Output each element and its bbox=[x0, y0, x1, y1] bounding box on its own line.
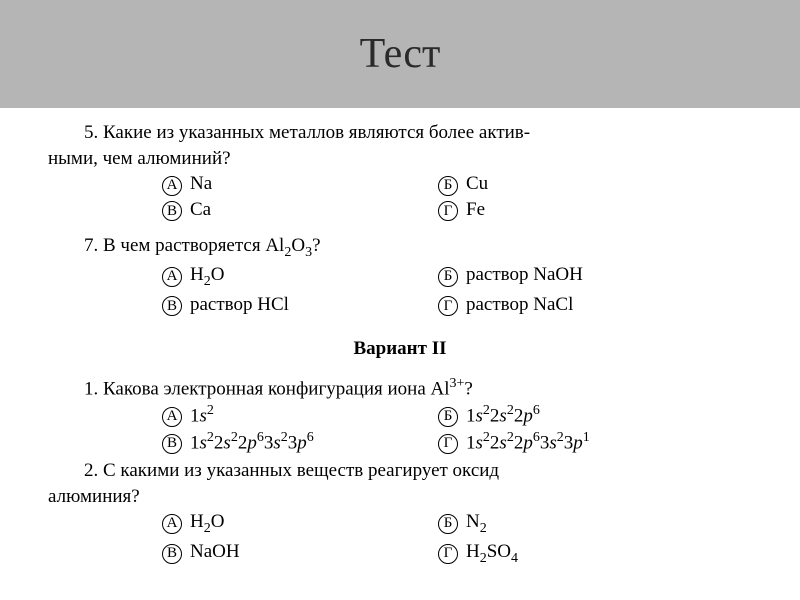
option-text: раствор HCl bbox=[190, 292, 430, 318]
option-letter: В bbox=[154, 429, 190, 456]
option-text: H2O bbox=[190, 509, 430, 539]
question-7: 7. В чем растворяется Al2O3? А H2O Б рас… bbox=[48, 233, 752, 318]
option-letter: А bbox=[154, 171, 190, 197]
option-text: 1s22s22p63s23p1 bbox=[466, 429, 752, 456]
option-text: раствор NaOH bbox=[466, 262, 752, 292]
v2-question-1: 1. Какова электронная конфигурация иона … bbox=[48, 375, 752, 456]
option-text: H2O bbox=[190, 262, 430, 292]
option-text: N2 bbox=[466, 509, 752, 539]
option-text: 1s2 bbox=[190, 402, 430, 429]
option-letter: А bbox=[154, 262, 190, 292]
option-letter: Г bbox=[430, 197, 466, 223]
option-text: Ca bbox=[190, 197, 430, 223]
option-letter: В bbox=[154, 197, 190, 223]
variant-header: Вариант II bbox=[48, 336, 752, 362]
option-letter: В bbox=[154, 292, 190, 318]
option-letter: Б bbox=[430, 509, 466, 539]
option-text: NaOH bbox=[190, 539, 430, 569]
v2-question-2: 2. С какими из указанных веществ реагиру… bbox=[48, 458, 752, 569]
question-7-text: 7. В чем растворяется Al2O3? bbox=[48, 233, 752, 263]
v2-question-1-text: 1. Какова электронная конфигурация иона … bbox=[48, 375, 752, 402]
option-letter: А bbox=[154, 509, 190, 539]
option-text: Cu bbox=[466, 171, 752, 197]
option-letter: А bbox=[154, 402, 190, 429]
v2-question-2-text-2: алюминия? bbox=[48, 484, 752, 510]
option-text: Na bbox=[190, 171, 430, 197]
option-letter: Г bbox=[430, 429, 466, 456]
option-text: 1s22s22p63s23p6 bbox=[190, 429, 430, 456]
question-5: 5. Какие из указанных металлов являются … bbox=[48, 120, 752, 223]
header-bar: Тест bbox=[0, 0, 800, 108]
option-text: Fe bbox=[466, 197, 752, 223]
option-text: 1s22s22p6 bbox=[466, 402, 752, 429]
v2-question-2-text-1: 2. С какими из указанных веществ реагиру… bbox=[48, 458, 752, 484]
question-7-options: А H2O Б раствор NaOH В раствор HCl Г рас… bbox=[96, 262, 752, 317]
option-letter: Г bbox=[430, 539, 466, 569]
question-5-text-1: 5. Какие из указанных металлов являются … bbox=[48, 120, 752, 146]
option-letter: Б bbox=[430, 402, 466, 429]
option-text: раствор NaCl bbox=[466, 292, 752, 318]
v2-question-2-options: А H2O Б N2 В NaOH Г H2SO4 bbox=[96, 509, 752, 568]
option-letter: Б bbox=[430, 171, 466, 197]
option-letter: Г bbox=[430, 292, 466, 318]
option-letter: Б bbox=[430, 262, 466, 292]
content-area: 5. Какие из указанных металлов являются … bbox=[0, 108, 800, 569]
question-5-options: А Na Б Cu В Ca Г Fe bbox=[96, 171, 752, 222]
page-title: Тест bbox=[360, 30, 441, 78]
option-text: H2SO4 bbox=[466, 539, 752, 569]
v2-question-1-options: А 1s2 Б 1s22s22p6 В 1s22s22p63s23p6 Г 1s… bbox=[96, 402, 752, 456]
question-5-text-2: ными, чем алюминий? bbox=[48, 146, 752, 172]
option-letter: В bbox=[154, 539, 190, 569]
